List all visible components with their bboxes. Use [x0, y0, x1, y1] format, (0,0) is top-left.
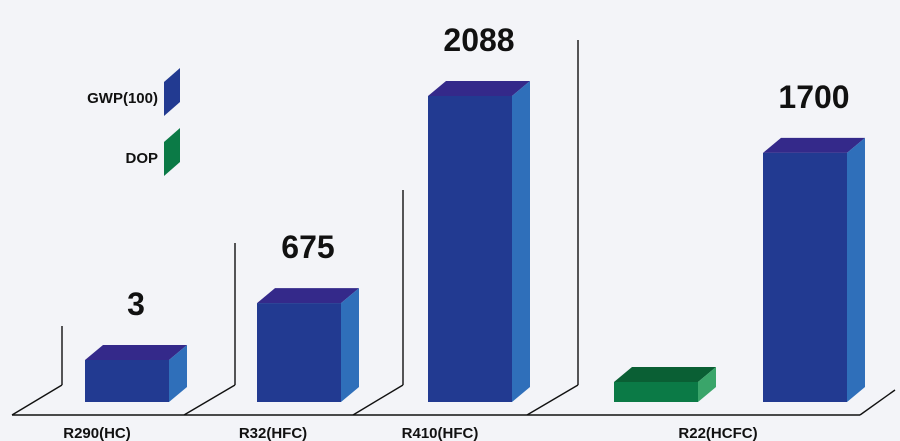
gwp-bar-3 — [763, 137, 865, 403]
gwp-bar-1-front — [257, 303, 341, 402]
category-label-2: R410(HFC) — [402, 425, 479, 441]
gwp-bar-2-top — [428, 81, 530, 96]
value-label-1: 675 — [281, 229, 334, 265]
gwp-bar-3-side — [847, 137, 865, 403]
category-label-3: R22(HCFC) — [678, 425, 757, 441]
legend-swatch-1 — [164, 128, 180, 176]
gwp-bar-3-top — [763, 137, 865, 153]
gwp-bar-0-top — [85, 345, 187, 360]
value-label-3: 1700 — [778, 79, 849, 115]
floor-edge-3 — [526, 384, 579, 416]
floor-right-edge — [859, 389, 896, 416]
legend-swatch-0 — [164, 68, 180, 116]
gwp-bar-1-top — [257, 288, 359, 304]
category-label-0: R290(HC) — [63, 425, 131, 441]
floor-edge-2 — [352, 384, 404, 416]
gwp-bar-2-side — [512, 81, 530, 402]
category-label-1: R32(HFC) — [239, 425, 307, 441]
value-label-0: 3 — [127, 286, 145, 322]
value-label-2: 2088 — [443, 22, 514, 58]
labels-layer: 3 675 2088 1700 R290(HC) R32(HFC) R410(HFC) R22… — [63, 22, 849, 441]
legend: GWP(100) DOP — [87, 68, 180, 176]
gwp-bar-2-front — [428, 96, 512, 402]
gwp-bar-0-front — [85, 360, 169, 402]
dop-bar-3-front — [614, 382, 698, 402]
gwp-bar-3-front — [763, 152, 847, 402]
gwp-bar-0-side — [169, 345, 187, 402]
gwp-bar-1 — [257, 288, 359, 402]
gwp-bar-1-side — [341, 288, 359, 402]
floor-layer — [11, 40, 896, 416]
gwp-bar-0 — [85, 345, 187, 402]
legend-label-1: DOP — [125, 150, 158, 167]
floor-edge-1 — [183, 384, 236, 416]
legend-label-0: GWP(100) — [87, 90, 158, 107]
bars-layer — [85, 81, 865, 403]
dop-bar-3-side — [698, 367, 716, 402]
dop-bar-3-top — [614, 367, 716, 382]
dop-bar-3 — [614, 367, 716, 402]
floor-edge-0 — [11, 384, 63, 416]
gwp-bar-2 — [428, 81, 530, 402]
